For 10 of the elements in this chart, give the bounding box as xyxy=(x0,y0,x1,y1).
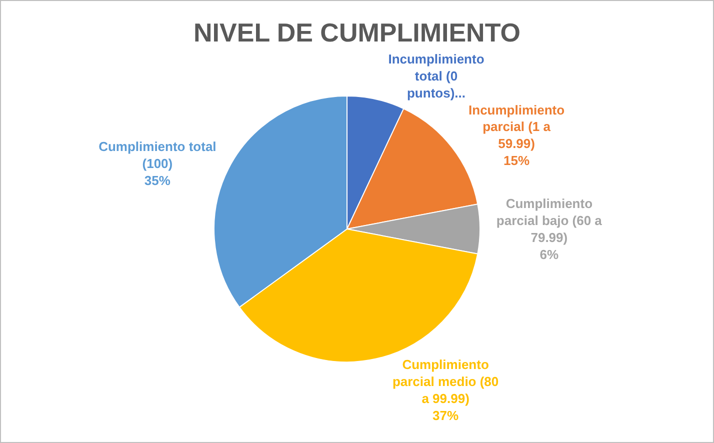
data-label: 37% xyxy=(432,408,459,423)
slice-label: Incumplimiento parcial (1 a 59.99) xyxy=(468,102,565,152)
slice-label: Incumplimiento total (0 puntos)... xyxy=(388,52,484,100)
slice-label: Cumplimiento parcial bajo (60 a 79.99) xyxy=(496,196,603,245)
chart-title: NIVEL DE CUMPLIMIENTO xyxy=(194,17,520,48)
data-label: 15% xyxy=(504,152,530,168)
slice-label: Cumplimiento total (100) xyxy=(98,139,216,172)
data-label: 35% xyxy=(144,172,171,188)
slice-label: Cumplimiento parcial medio (80 a 99.99) xyxy=(392,357,499,406)
data-label: 6% xyxy=(540,246,560,262)
